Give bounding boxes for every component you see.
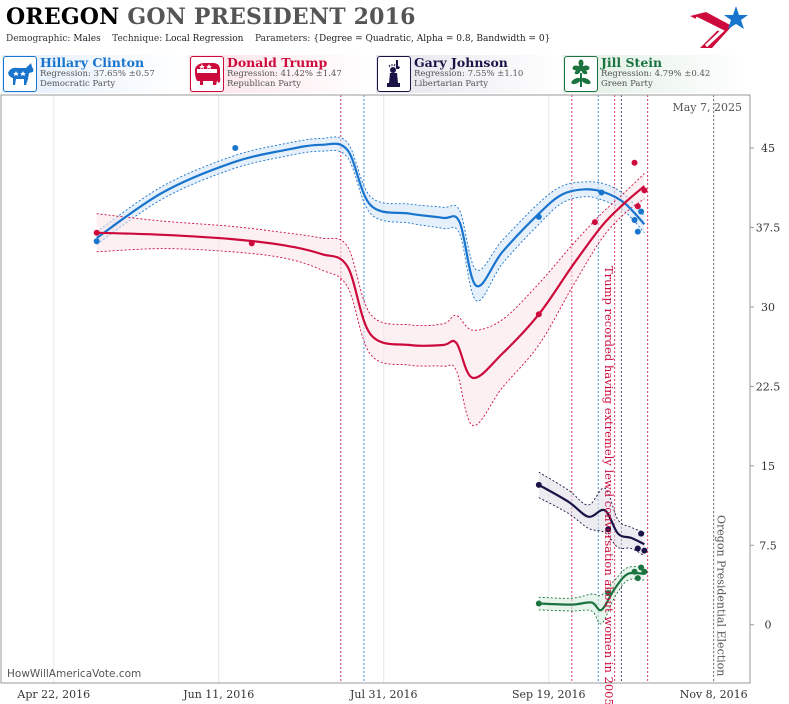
gary-johnson-upper-bound bbox=[538, 471, 645, 534]
x-tick-label: Jun 11, 2016 bbox=[182, 688, 254, 701]
jill-stein-lower-bound bbox=[538, 578, 645, 625]
y-tick-label: 22.5 bbox=[756, 380, 781, 393]
technique-label: Technique: bbox=[112, 34, 163, 44]
legend-donald-trump: Donald Trump Regression: 41.42% ±1.47 Re… bbox=[189, 55, 374, 93]
jill-stein-poll-point bbox=[605, 589, 612, 596]
gary-johnson-regression-line bbox=[538, 483, 645, 546]
parameters-line: Demographic: Males Technique: Local Regr… bbox=[6, 34, 550, 44]
donkey-icon bbox=[3, 56, 37, 92]
donald-trump-lower-bound bbox=[96, 198, 645, 427]
donald-trump-poll-point bbox=[634, 203, 641, 210]
hillary-clinton-lower-bound bbox=[96, 150, 645, 302]
donald-trump-poll-point bbox=[631, 159, 638, 166]
candidate-regression: Regression: 41.42% ±1.47 bbox=[227, 69, 342, 79]
y-tick-label: 30 bbox=[761, 301, 775, 314]
hillary-clinton-poll-point bbox=[631, 217, 638, 224]
jill-stein-poll-point bbox=[634, 575, 641, 582]
x-tick-label: Apr 22, 2016 bbox=[16, 688, 90, 701]
candidate-name: Donald Trump bbox=[227, 55, 328, 70]
gary-johnson-confidence-band bbox=[538, 472, 645, 556]
legend-hillary-clinton: Hillary Clinton Regression: 37.65% ±0.57… bbox=[2, 55, 187, 93]
page-title: OREGON GON PRESIDENT 2016 bbox=[6, 4, 416, 30]
parameters-value: {Degree = Quadratic, Alpha = 0.8, Bandwi… bbox=[313, 34, 551, 44]
jill-stein-poll-point bbox=[641, 568, 648, 575]
y-tick-label: 37.5 bbox=[756, 221, 781, 234]
candidate-regression: Regression: 7.55% ±1.10 bbox=[414, 69, 524, 79]
jill-stein-regression-line bbox=[538, 571, 645, 612]
flower-icon bbox=[564, 56, 598, 92]
donald-trump-poll-point bbox=[591, 219, 598, 226]
hillary-clinton-upper-bound bbox=[96, 136, 645, 271]
donald-trump-upper-bound bbox=[96, 173, 645, 331]
candidate-name: Jill Stein bbox=[601, 55, 663, 70]
gary-johnson-poll-point bbox=[638, 530, 645, 537]
y-tick-label: 7.5 bbox=[759, 539, 777, 552]
legend-jill-stein: Jill Stein Regression: 4.79% ±0.42 Green… bbox=[563, 55, 748, 93]
watermark: HowWillAmericaVote.com bbox=[7, 668, 141, 680]
hillary-clinton-poll-point bbox=[598, 189, 605, 196]
axes: Apr 22, 2016 Jun 11, 2016 Jul 31, 2016 Sep … bbox=[0, 94, 781, 701]
donald-trump-poll-point bbox=[641, 187, 648, 194]
race-title: GON PRESIDENT 2016 bbox=[127, 4, 416, 30]
elephant-icon bbox=[190, 56, 224, 92]
jill-stein-confidence-band bbox=[538, 566, 645, 624]
x-tick-label: Sep 19, 2016 bbox=[512, 688, 586, 701]
hillary-clinton-poll-point bbox=[535, 213, 542, 220]
poll-points bbox=[93, 144, 648, 607]
gary-johnson-poll-point bbox=[535, 481, 542, 488]
donald-trump-poll-point bbox=[93, 229, 100, 236]
hillary-clinton-regression-line bbox=[96, 142, 646, 288]
demographic-label: Demographic: bbox=[6, 34, 71, 44]
state-title: OREGON bbox=[6, 4, 120, 30]
gary-johnson-poll-point bbox=[605, 526, 612, 533]
parameters-label: Parameters: bbox=[254, 34, 311, 44]
donald-trump-regression-line bbox=[96, 185, 646, 380]
gary-johnson-lower-bound bbox=[538, 497, 645, 557]
event-lines bbox=[340, 95, 715, 683]
plot-frame bbox=[0, 94, 751, 684]
candidate-regression: Regression: 37.65% ±0.57 bbox=[40, 69, 155, 79]
jill-stein-poll-point bbox=[638, 564, 645, 571]
jill-stein-poll-point bbox=[631, 568, 638, 575]
jill-stein-upper-bound bbox=[538, 566, 645, 599]
site-logo-icon bbox=[690, 6, 748, 48]
candidate-party: Republican Party bbox=[227, 79, 301, 89]
election-day-annotation: Oregon Presidential Election bbox=[715, 515, 728, 676]
confidence-bands bbox=[96, 136, 645, 625]
legend-gary-johnson: Gary Johnson Regression: 7.55% ±1.10 Lib… bbox=[376, 55, 561, 93]
date-label: May 7, 2025 bbox=[672, 101, 742, 114]
regression-lines bbox=[96, 142, 646, 612]
statue-of-liberty-icon bbox=[377, 56, 411, 92]
annotations: May 7, 2025 HowWillAmericaVote.com Trump r… bbox=[7, 101, 742, 704]
x-tick-label: Jul 31, 2016 bbox=[349, 688, 418, 701]
hillary-clinton-poll-point bbox=[93, 238, 100, 245]
candidate-party: Democratic Party bbox=[40, 79, 116, 89]
y-tick-label: 0 bbox=[765, 619, 772, 632]
donald-trump-confidence-band bbox=[96, 173, 645, 426]
hillary-clinton-poll-point bbox=[634, 228, 641, 235]
jill-stein-poll-point bbox=[535, 600, 542, 607]
candidate-regression: Regression: 4.79% ±0.42 bbox=[601, 69, 711, 79]
technique-value: Local Regression bbox=[165, 34, 244, 44]
candidate-party: Green Party bbox=[601, 79, 653, 89]
candidate-party: Libertarian Party bbox=[414, 79, 489, 89]
candidate-name: Gary Johnson bbox=[414, 55, 508, 70]
trump-tape-annotation: Trump recorded having extremely lewd con… bbox=[602, 266, 616, 704]
candidate-name: Hillary Clinton bbox=[40, 55, 145, 70]
gary-johnson-poll-point bbox=[641, 547, 648, 554]
demographic-value: Males bbox=[73, 34, 101, 44]
hillary-clinton-poll-point bbox=[638, 208, 645, 215]
x-tick-label: Nov 8, 2016 bbox=[680, 688, 748, 701]
gary-johnson-poll-point bbox=[634, 545, 641, 552]
donald-trump-poll-point bbox=[535, 311, 542, 318]
y-tick-label: 45 bbox=[761, 142, 775, 155]
hillary-clinton-poll-point bbox=[232, 144, 239, 151]
donald-trump-poll-point bbox=[248, 240, 255, 247]
y-tick-label: 15 bbox=[761, 460, 775, 473]
